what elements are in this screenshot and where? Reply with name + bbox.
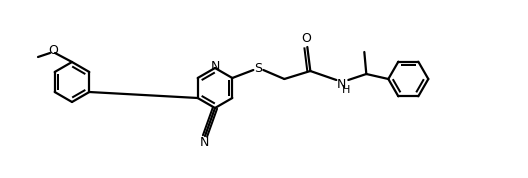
Text: S: S — [254, 62, 262, 75]
Text: N: N — [199, 137, 209, 150]
Text: N: N — [337, 77, 346, 90]
Text: H: H — [342, 85, 351, 95]
Text: O: O — [301, 33, 312, 46]
Text: N: N — [210, 61, 220, 74]
Text: O: O — [48, 44, 58, 57]
